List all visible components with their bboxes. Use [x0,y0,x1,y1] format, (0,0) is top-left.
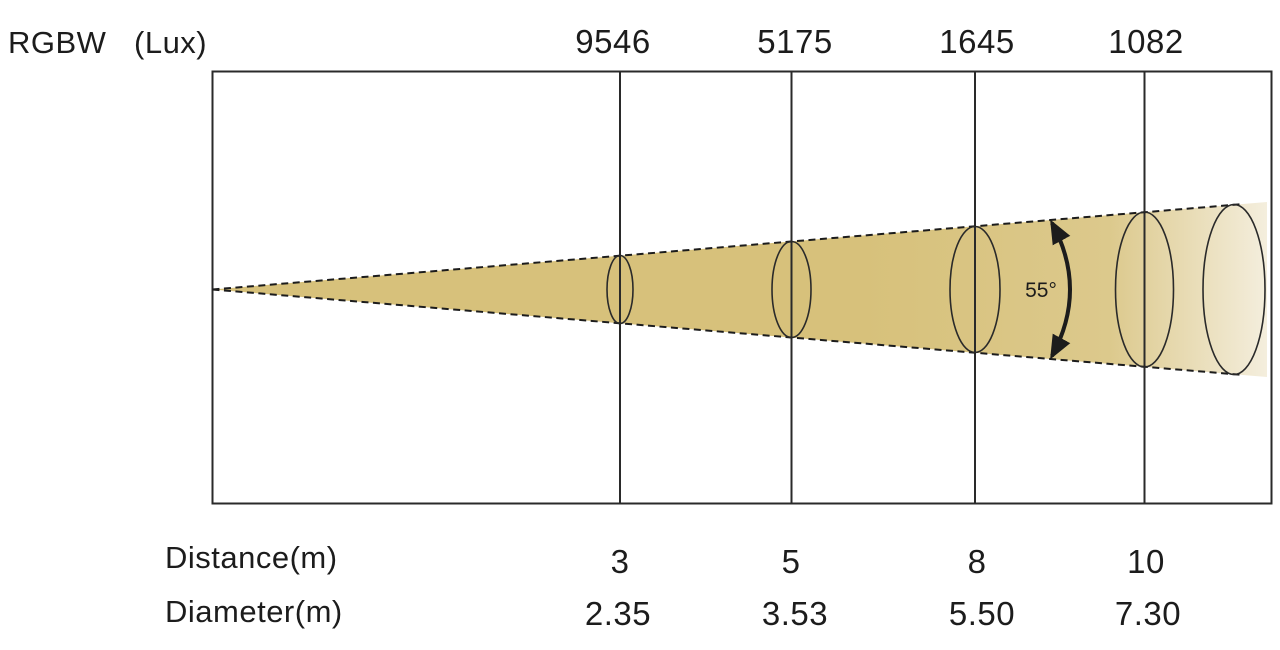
distance-value-10m: 10 [1127,543,1165,580]
beam-ellipse-3m [606,254,634,325]
beam-angle-label: 55° [1025,279,1057,302]
diameter-value-3m: 2.35 [584,595,652,632]
diameter-row-label: Diameter(m) [165,594,343,629]
beam-angle-arc [1050,219,1072,360]
beam-ellipse-far [1202,203,1266,376]
lux-value-3m: 9546 [575,23,651,60]
beam-ellipse-10m [1114,211,1175,368]
distance-row-label: Distance(m) [165,540,338,575]
lux-value-8m: 1645 [939,23,1015,60]
diameter-value-8m: 5.50 [948,595,1016,632]
distance-value-3m: 3 [610,543,630,580]
lux-unit-label: (Lux) [134,25,208,60]
distance-value-8m: 8 [967,543,987,580]
diameter-value-10m: 7.30 [1114,595,1182,632]
beam-ellipse-5m [771,240,812,339]
lux-value-5m: 5175 [757,23,833,60]
fixture-label: RGBW [8,25,107,60]
distance-value-5m: 5 [781,543,801,580]
lux-value-10m: 1082 [1108,23,1184,60]
beam-ellipse-8m [949,225,1001,354]
diameter-value-5m: 3.53 [761,595,829,632]
beam-cone-fill [212,202,1267,377]
chart-frame [211,70,1273,505]
